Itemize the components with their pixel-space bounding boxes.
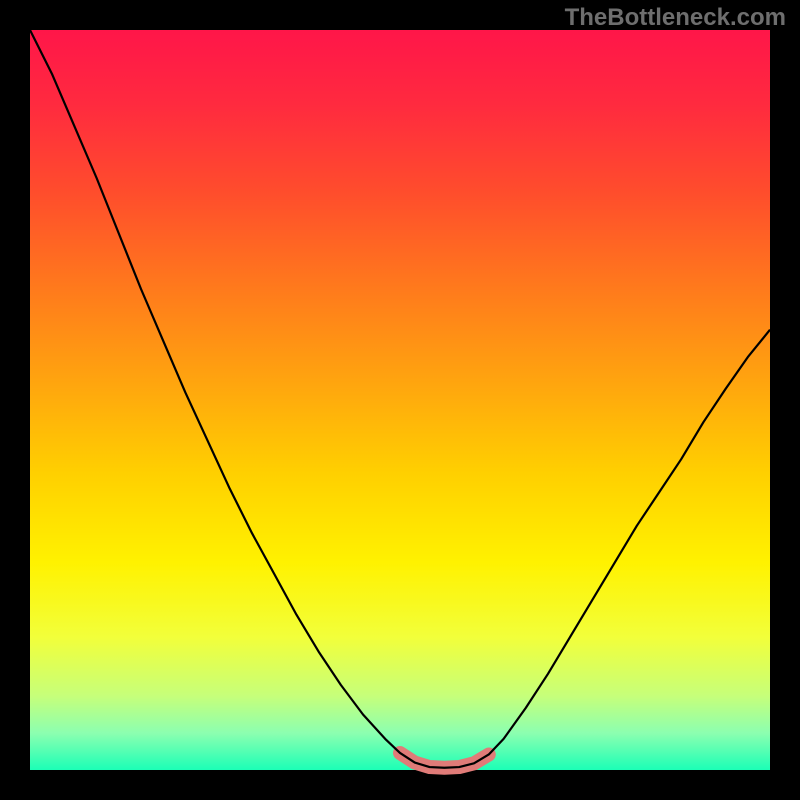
- plot-overlay: [30, 30, 770, 770]
- chart-stage: TheBottleneck.com: [0, 0, 800, 800]
- main-curve: [30, 30, 770, 768]
- plot-area: [30, 30, 770, 770]
- watermark-text: TheBottleneck.com: [565, 4, 786, 32]
